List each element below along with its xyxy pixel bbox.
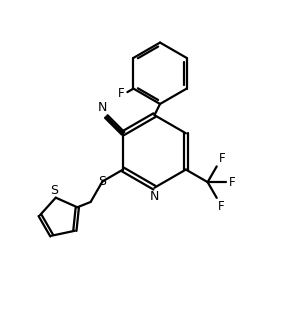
Text: N: N bbox=[150, 190, 159, 203]
Text: F: F bbox=[118, 87, 125, 100]
Text: F: F bbox=[219, 152, 226, 165]
Text: N: N bbox=[98, 101, 107, 114]
Text: F: F bbox=[229, 176, 236, 189]
Text: F: F bbox=[218, 200, 225, 213]
Text: S: S bbox=[98, 175, 106, 188]
Text: S: S bbox=[50, 183, 58, 197]
